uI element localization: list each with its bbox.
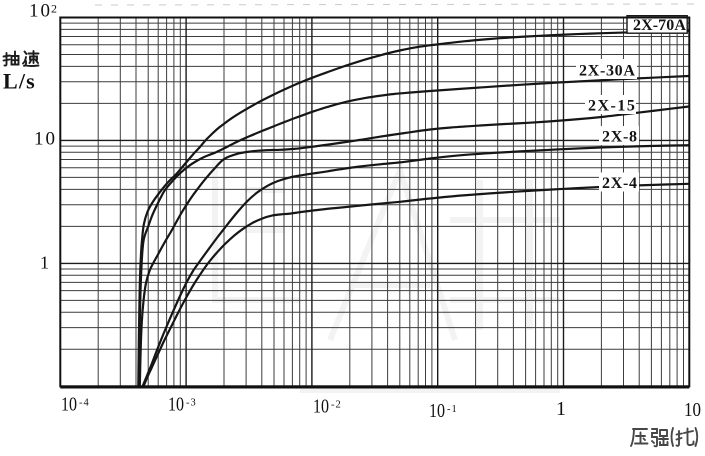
- svg-text:2X-4: 2X-4: [602, 175, 638, 192]
- svg-text:1: 1: [556, 398, 566, 420]
- svg-text:2X-15: 2X-15: [588, 98, 636, 115]
- svg-text:10: 10: [168, 394, 184, 416]
- svg-text:1: 1: [40, 253, 49, 273]
- svg-text:2X-30A: 2X-30A: [579, 63, 636, 80]
- svg-text:2X-70A: 2X-70A: [633, 17, 686, 34]
- svg-text:-2: -2: [331, 400, 342, 411]
- svg-text:10: 10: [313, 396, 329, 418]
- svg-text:-1: -1: [447, 404, 458, 415]
- svg-text:-3: -3: [186, 398, 197, 409]
- svg-text:10: 10: [429, 400, 445, 422]
- svg-text:10: 10: [684, 399, 701, 421]
- svg-text:2X-8: 2X-8: [602, 129, 638, 146]
- svg-text:10: 10: [34, 129, 57, 150]
- svg-text:2: 2: [51, 2, 57, 16]
- svg-text:-4: -4: [79, 398, 90, 409]
- svg-text:10: 10: [29, 1, 52, 22]
- svg-text:10: 10: [61, 394, 77, 416]
- svg-text:L/s: L/s: [3, 69, 36, 94]
